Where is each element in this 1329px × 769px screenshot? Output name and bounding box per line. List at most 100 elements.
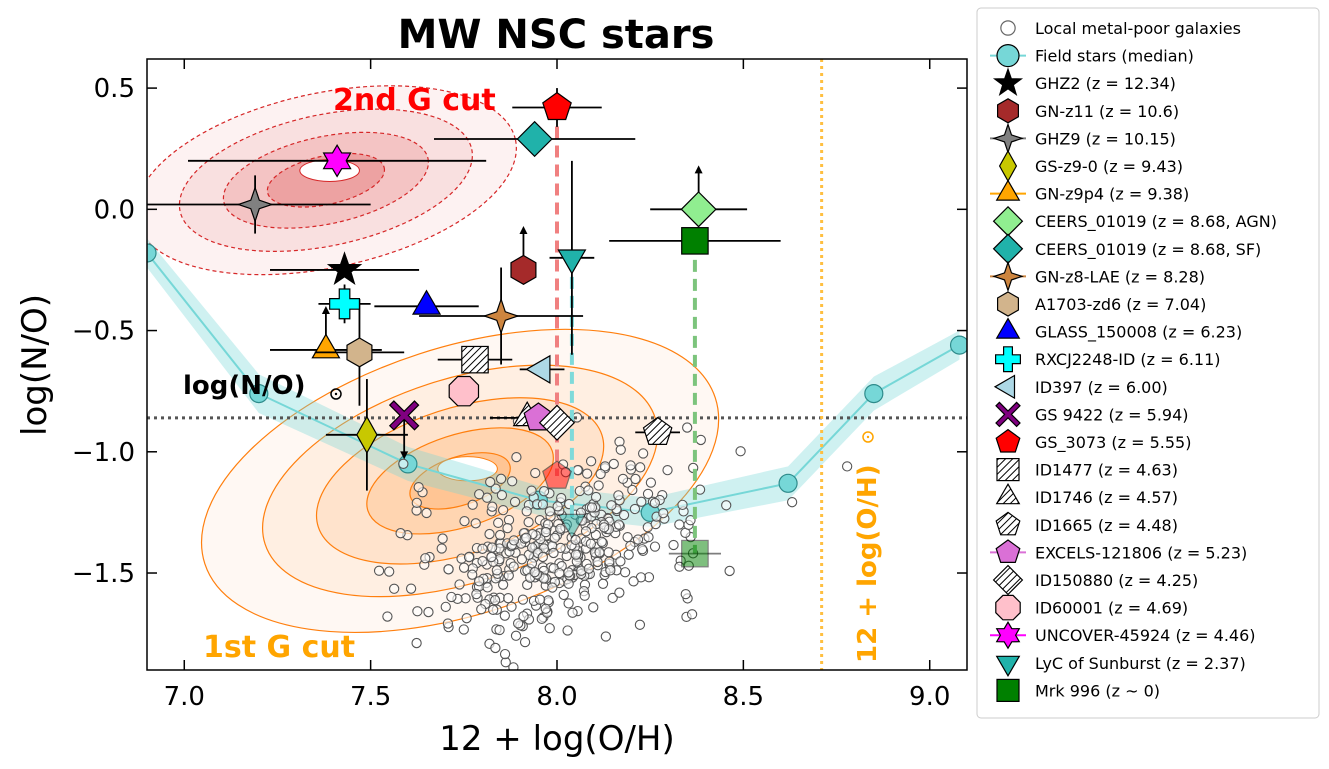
galaxy-point — [649, 497, 661, 509]
x-tick-label: 9.0 — [909, 682, 950, 712]
galaxy-point — [491, 565, 503, 576]
galaxy-point — [585, 456, 597, 467]
galaxy-point — [398, 458, 409, 469]
field-stars-point — [949, 335, 967, 355]
galaxy-point — [613, 490, 624, 501]
legend-marker — [995, 594, 1021, 621]
galaxy-point — [635, 462, 646, 473]
y-tick-label: 0.5 — [94, 74, 135, 104]
galaxy-point — [454, 579, 465, 590]
legend-marker — [993, 374, 1016, 400]
galaxy-point — [649, 541, 661, 552]
galaxy-point — [605, 565, 616, 576]
galaxy-point — [494, 624, 505, 636]
galaxy-point — [574, 485, 585, 497]
galaxy-point — [555, 542, 566, 554]
x-tick-label: 7.0 — [164, 682, 205, 712]
galaxy-point — [580, 526, 592, 537]
legend-marker — [996, 291, 1020, 317]
legend-marker — [995, 428, 1021, 453]
galaxy-point — [517, 594, 529, 605]
galaxy-point — [384, 566, 395, 577]
galaxy-point — [521, 506, 532, 517]
galaxy-point — [508, 662, 519, 670]
legend-label: GN-z8-LAE (z = 8.28) — [1035, 267, 1205, 286]
point-gn-z11 — [510, 254, 537, 285]
legend-marker — [995, 655, 1021, 677]
galaxy-point — [443, 564, 454, 575]
galaxy-point — [583, 485, 594, 496]
galaxy-point — [593, 480, 604, 491]
point-id150880 — [538, 404, 576, 441]
legend-label: GN-z11 (z = 10.6) — [1035, 102, 1179, 121]
legend-item-ghz2-z-12-34: GHZ2 (z = 12.34) — [992, 67, 1176, 96]
solar-symbol-icon — [330, 388, 342, 400]
legend-label: GHZ2 (z = 12.34) — [1035, 74, 1176, 93]
galaxy-point — [526, 558, 538, 569]
point-gs-3073 — [542, 91, 572, 121]
galaxy-point — [628, 576, 639, 587]
legend-label: Field stars (median) — [1035, 47, 1194, 66]
ceers-01019-agn-limit-arrow — [694, 165, 703, 174]
galaxy-point — [596, 536, 607, 547]
point-mrk-996-1st-g — [681, 539, 709, 568]
galaxy-point — [421, 507, 432, 519]
legend-item-excels-121806-z-5-23: EXCELS-121806 (z = 5.23) — [990, 539, 1247, 564]
x-axis-label: 12 + log(O/H) — [439, 719, 675, 759]
galaxy-point — [521, 532, 532, 543]
galaxy-point — [382, 611, 393, 622]
galaxy-point — [613, 519, 625, 530]
legend-item-id60001-z-4-69: ID60001 (z = 4.69) — [995, 594, 1188, 621]
galaxy-point — [724, 565, 735, 577]
galaxy-point — [686, 609, 698, 620]
galaxy-point — [389, 583, 400, 594]
legend-item-ceers-01019-z-8-68-agn: CEERS_01019 (z = 8.68, AGN) — [992, 205, 1277, 237]
point-gn-z8-lae — [482, 297, 520, 335]
legend-marker — [995, 317, 1021, 339]
point-lyc-of-sunburst — [557, 249, 587, 275]
legend-label: Mrk 996 (z ~ 0) — [1035, 681, 1160, 700]
galaxy-point — [581, 468, 593, 479]
point-gs-z9-0 — [356, 415, 378, 455]
legend-label: ID150880 (z = 4.25) — [1035, 571, 1198, 590]
galaxy-point — [489, 595, 501, 606]
y-tick-label: −1.5 — [72, 559, 135, 589]
legend-label: UNCOVER-45924 (z = 4.46) — [1035, 626, 1256, 645]
legend-marker — [992, 564, 1024, 596]
legend-item-gs-3073-z-5-55: GS_3073 (z = 5.55) — [995, 428, 1191, 453]
galaxy-point — [411, 497, 422, 508]
galaxy-point — [485, 476, 496, 488]
galaxy-point — [503, 593, 514, 604]
axes: 2nd G cut 1st G cut log(N/O) 12 + log(O/H) 7… — [72, 59, 967, 712]
legend-frame — [976, 7, 1320, 719]
galaxy-point — [534, 594, 546, 605]
legend-label: GHZ9 (z = 10.15) — [1035, 129, 1176, 148]
galaxy-point — [477, 556, 488, 567]
galaxy-point — [618, 509, 630, 521]
galaxy-point — [405, 583, 417, 594]
legend-marker — [992, 67, 1024, 96]
galaxy-point — [625, 540, 636, 552]
annotation-solar-oh: 12 + log(O/H) — [853, 464, 883, 663]
galaxy-point — [507, 476, 518, 487]
galaxy-point — [446, 591, 457, 603]
galaxy-point — [643, 531, 654, 543]
galaxy-point — [530, 467, 541, 479]
galaxy-point — [508, 561, 519, 572]
galaxy-point — [555, 523, 566, 534]
galaxy-point — [608, 458, 619, 470]
galaxy-point — [579, 590, 590, 601]
galaxy-point — [695, 434, 706, 446]
galaxy-point — [721, 500, 732, 511]
legend-item-uncover-45924-z-4-46: UNCOVER-45924 (z = 4.46) — [990, 621, 1256, 650]
galaxy-point — [786, 497, 798, 508]
galaxy-point — [484, 528, 495, 540]
galaxy-point — [481, 492, 493, 503]
legend-marker — [996, 678, 1020, 703]
legend-label: LyC of Sunburst (z = 2.37) — [1035, 654, 1246, 673]
legend-item-rxcj2248-id-z-6-11: RXCJ2248-ID (z = 6.11) — [994, 346, 1221, 373]
galaxy-point — [632, 534, 644, 545]
galaxy-point — [482, 582, 493, 593]
point-ceers-01019-agn — [680, 191, 717, 228]
galaxy-point — [588, 602, 599, 613]
